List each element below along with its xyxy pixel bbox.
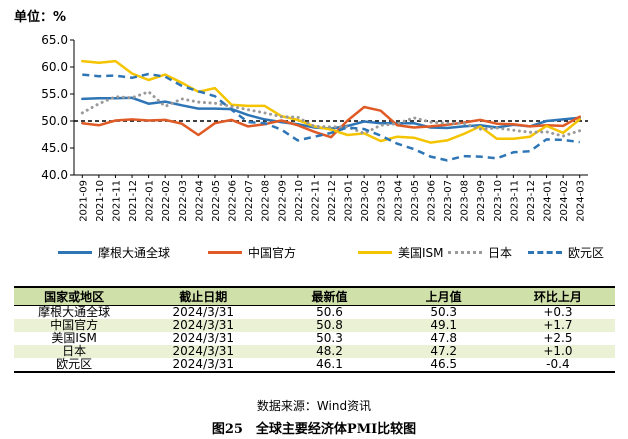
x-tick-label: 2022-10: [294, 180, 305, 222]
x-tick-label: 2021-10: [95, 180, 106, 222]
header-previous: 上月值: [386, 286, 501, 306]
x-tick-label: 2023-06: [426, 180, 437, 222]
table-cell: 47.8: [430, 331, 458, 345]
x-tick-label: 2022-03: [178, 180, 189, 222]
legend-item: 日本: [448, 244, 512, 261]
x-tick-label: 2023-09: [476, 180, 487, 222]
table-cell: 2024/3/31: [172, 305, 235, 319]
table-row: 中国官方 2024/3/31 50.8 49.1 +1.7: [14, 319, 615, 332]
table-cell: 50.3: [316, 331, 343, 345]
table-row: 摩根大通全球 2024/3/31 50.6 50.3 +0.3: [14, 306, 615, 320]
legend-label: 日本: [488, 246, 513, 260]
legend-label: 美国ISM: [398, 246, 444, 260]
legend-label: 欧元区: [568, 246, 605, 260]
x-tick-label: 2022-05: [211, 180, 222, 222]
pmi-line-chart: 40.0 45.0 50.0 55.0 60.0 65.0 2021-09 2021-10 20…: [41, 33, 588, 222]
y-tick-label: 55.0: [41, 87, 68, 101]
x-tick-label: 2024-01: [543, 180, 554, 222]
x-tick-label: 2023-12: [526, 180, 537, 222]
table-cell: 47.2: [386, 345, 501, 358]
header-region: 国家或地区: [14, 286, 135, 306]
x-tick-label: 2022-09: [277, 180, 288, 222]
table-cell: 欧元区: [14, 358, 135, 373]
table-cell: +0.3: [543, 305, 573, 319]
table-cell: 2024/3/31: [134, 319, 273, 332]
x-tick-label: 2023-05: [410, 180, 421, 222]
pmi-data-table: 国家或地区 截止日期 最新值 上月值 环比上月 摩根大通全球 2024/3/31…: [14, 286, 615, 373]
x-tick-label: 2023-08: [460, 180, 471, 222]
table-cell: +1.0: [500, 345, 615, 358]
table-cell: 2024/3/31: [134, 358, 273, 373]
x-tick-label: 2024-02: [559, 180, 570, 222]
x-tick-label: 2022-11: [310, 180, 321, 222]
table-cell: 美国ISM: [51, 331, 97, 345]
table-cell: 中国官方: [14, 319, 135, 332]
source-note: 数据来源：Wind资讯: [256, 399, 372, 413]
series-line-1: [81, 105, 581, 139]
table-cell: 46.1: [272, 358, 387, 373]
table-cell: +2.5: [543, 331, 573, 345]
y-tick-label: 50.0: [41, 114, 68, 128]
legend-swatch: [208, 251, 242, 254]
y-tick-label: 45.0: [41, 141, 68, 155]
table-cell: 50.6: [316, 305, 343, 319]
table-cell: 2024/3/31: [134, 345, 273, 358]
x-tick-label: 2023-03: [377, 180, 388, 222]
y-tick-label: 65.0: [41, 33, 68, 47]
x-tick-label: 2024-03: [576, 180, 587, 222]
x-tick-label: 2023-01: [344, 180, 355, 222]
x-tick-label: 2022-08: [261, 180, 272, 222]
header-change: 环比上月: [500, 286, 615, 306]
table-cell: 46.5: [386, 358, 501, 373]
x-tick-label: 2022-02: [161, 180, 172, 222]
x-tick-label: 2022-07: [244, 180, 255, 222]
legend-swatch: [58, 251, 92, 254]
table-cell: 2024/3/31: [172, 331, 235, 345]
header-latest: 最新值: [272, 286, 387, 306]
table-row: 日本 2024/3/31 48.2 47.2 +1.0: [14, 345, 615, 358]
series-line-4: [82, 72, 580, 162]
legend-item: 中国官方: [208, 244, 296, 261]
x-tick-label: 2021-12: [128, 180, 139, 222]
series-line-2: [81, 59, 581, 144]
series-line-3: [80, 90, 582, 138]
figure-caption: 图25 全球主要经济体PMI比较图: [211, 422, 417, 437]
table-cell: +1.7: [500, 319, 615, 332]
x-tick-label: 2022-12: [327, 180, 338, 222]
legend-swatch: [448, 251, 482, 254]
x-tick-label: 2023-07: [443, 180, 454, 222]
x-tick-label: 2021-09: [78, 180, 89, 222]
header-date: 截止日期: [134, 286, 273, 306]
table-cell: 48.2: [272, 345, 387, 358]
legend-swatch: [528, 251, 562, 254]
legend-label: 中国官方: [248, 246, 297, 260]
table-cell: 49.1: [386, 319, 501, 332]
table-cell: 日本: [14, 345, 135, 358]
table-row: 美国ISM 2024/3/31 50.3 47.8 +2.5: [14, 332, 615, 345]
table-header-row: 国家或地区 截止日期 最新值 上月值 环比上月: [14, 286, 615, 306]
y-tick-label: 40.0: [41, 168, 68, 182]
table-cell: 50.8: [272, 319, 387, 332]
legend-swatch: [358, 251, 392, 254]
table-row: 欧元区 2024/3/31 46.1 46.5 -0.4: [14, 358, 615, 373]
table-cell: -0.4: [500, 358, 615, 373]
legend-label: 摩根大通全球: [98, 246, 171, 260]
unit-label: 单位：%: [14, 10, 67, 25]
y-tick-label: 60.0: [41, 60, 68, 74]
x-tick-label: 2022-04: [194, 180, 205, 222]
chart-legend: 摩根大通全球 中国官方 美国ISM 日本 欧元区: [58, 244, 618, 262]
table-cell: 摩根大通全球: [38, 305, 111, 319]
x-tick-label: 2022-06: [228, 180, 239, 222]
table-cell: 50.3: [430, 305, 458, 319]
x-tick-label: 2023-02: [360, 180, 371, 222]
x-tick-label: 2022-01: [145, 180, 156, 222]
x-tick-label: 2023-11: [509, 180, 520, 222]
x-tick-label: 2023-10: [493, 180, 504, 222]
x-tick-label: 2023-04: [393, 180, 404, 222]
legend-item: 摩根大通全球: [58, 244, 170, 261]
legend-item: 美国ISM: [358, 244, 444, 261]
legend-item: 欧元区: [528, 244, 604, 261]
x-tick-label: 2021-11: [111, 180, 122, 222]
